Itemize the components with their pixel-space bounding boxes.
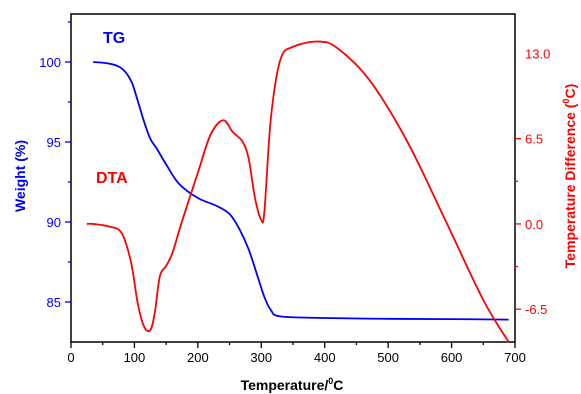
y-right-tick-label: 13.0 [525,46,550,61]
x-tick-label: 400 [314,350,336,365]
tg-series-label: TG [103,30,125,47]
y-right-axis-title-sup: 0 [561,99,571,104]
x-tick-label: 100 [124,350,146,365]
y-right-axis-title: Temperature Difference (0C) [561,84,578,268]
y-right-axis-title-main: Temperature Difference ( [562,103,578,268]
y-left-tick-label: 95 [47,135,61,150]
tick-labels: 0 100 200 300 400 500 600 700 85 90 95 100 -6.5 0.0 6.… [39,46,550,365]
y-right-tick-label: 0.0 [525,217,543,232]
y-left-axis-title: Weight (%) [12,140,28,212]
x-tick-label: 0 [67,350,74,365]
x-tick-label: 600 [441,350,463,365]
y-right-tick-label: -6.5 [525,302,547,317]
x-tick-label: 200 [187,350,209,365]
y-right-axis-title-end: C) [562,84,578,99]
x-axis-title-main: Temperature/ [241,377,329,393]
dta-series-line [86,40,510,343]
y-right-tick-label: 6.5 [525,132,543,147]
y-left-tick-label: 100 [39,55,61,70]
x-tick-label: 700 [504,350,526,365]
x-axis-title-sup: 0 [328,376,333,386]
plot-frame [70,13,516,343]
ticks [65,21,521,348]
y-left-tick-label: 85 [47,295,61,310]
x-tick-label: 500 [377,350,399,365]
x-tick-label: 300 [250,350,272,365]
y-left-tick-label: 90 [47,215,61,230]
tg-series-line [93,61,509,321]
x-axis-title: Temperature/0C [241,376,344,393]
x-axis-title-end: C [333,377,343,393]
dta-series-label: DTA [96,170,128,187]
